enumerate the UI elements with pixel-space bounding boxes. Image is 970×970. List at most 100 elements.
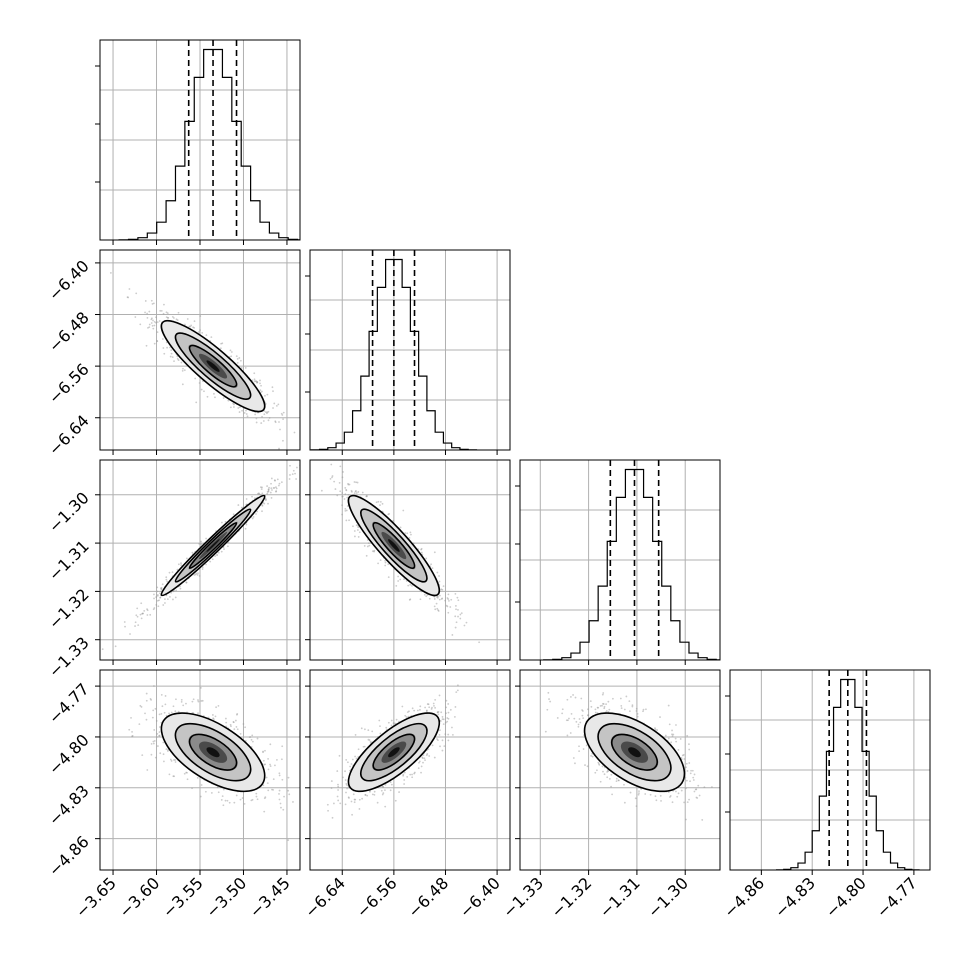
scatter-point [162,312,165,315]
scatter-point [287,789,290,792]
scatter-point [220,799,223,801]
scatter-point [128,288,131,290]
scatter-point [338,481,341,484]
contour-line [372,522,416,570]
scatter-point [185,581,188,584]
scatter-point [419,705,422,708]
scatter-point [358,808,361,810]
scatter-point [135,292,138,295]
scatter-point [266,491,269,493]
scatter-point [278,798,281,801]
scatter-point [176,357,179,360]
scatter-point [437,713,440,716]
scatter-point [387,576,390,579]
scatter-point [236,728,239,731]
scatter-point [384,561,387,564]
scatter-point [191,551,194,554]
scatter-point [289,474,291,476]
scatter-point [345,519,348,522]
scatter-point [161,705,164,708]
scatter-point [384,805,387,808]
scatter-point [672,733,675,736]
scatter-point [170,591,173,594]
scatter-point [162,604,165,606]
scatter-point [451,733,454,736]
scatter-point [407,584,410,587]
scatter-point [156,321,159,324]
scatter-point [288,478,291,480]
scatter-point [152,709,155,712]
scatter-point [381,502,384,505]
scatter-point [711,786,713,788]
scatter-point [409,531,412,534]
scatter-point [348,483,351,486]
scatter-point [574,762,576,765]
scatter-point [224,799,227,802]
scatter-point [275,487,278,490]
scatter-point [259,389,262,392]
scatter-point [145,692,148,695]
scatter-point [198,542,201,545]
contour-line [360,508,428,583]
scatter-point [172,598,174,601]
scatter-point [198,382,201,384]
scatter-point [355,490,357,492]
scatter-point [141,612,143,615]
scatter-point [267,488,270,491]
scatter-point [238,406,241,409]
panel-3-2: −1.33 −1.32 −1.31 −1.30 [499,669,721,921]
scatter-point [353,535,356,538]
scatter-point [377,562,379,565]
scatter-point [251,740,254,743]
scatter-point [163,760,165,763]
scatter-point [675,790,677,793]
scatter-point [201,568,204,570]
scatter-point [338,825,340,827]
scatter-point [245,498,248,500]
scatter-point [364,793,367,796]
scatter-point [282,411,285,414]
scatter-point [264,763,267,766]
y-tick-label: −4.77 [45,679,93,727]
scatter-point [579,721,582,724]
scatter-point [205,563,207,566]
scatter-point [200,700,203,702]
scatter-point [664,734,667,737]
scatter-point [197,331,200,333]
panel-2-2 [515,459,721,665]
panel-content [100,670,340,870]
scatter-point [439,594,441,597]
scatter-point [232,721,235,723]
scatter-point [337,785,340,788]
scatter-point [267,757,269,760]
scatter-point [454,605,457,607]
scatter-point [336,795,339,798]
scatter-point [270,487,273,490]
x-tick-label: −6.40 [456,873,504,921]
scatter-point [156,331,159,333]
scatter-point [279,428,281,431]
scatter-point [265,411,267,413]
scatter-point [447,733,450,736]
scatter-point [193,574,196,576]
scatter-point [262,784,265,787]
scatter-point [371,793,374,796]
scatter-point [582,717,585,720]
scatter-point [180,361,183,364]
scatter-point [220,550,223,553]
scatter-point [342,471,344,473]
scatter-point [280,806,282,809]
scatter-point [251,495,253,498]
scatter-point [431,567,434,570]
scatter-point [363,745,366,748]
scatter-point [146,312,149,315]
scatter-point [140,602,143,605]
scatter-point [441,716,444,718]
scatter-point [384,559,386,562]
scatter-point [261,415,263,418]
scatter-point [357,536,360,538]
scatter-point [201,566,204,569]
scatter-point [445,699,448,702]
scatter-point [427,748,430,751]
panel-content [520,460,720,660]
